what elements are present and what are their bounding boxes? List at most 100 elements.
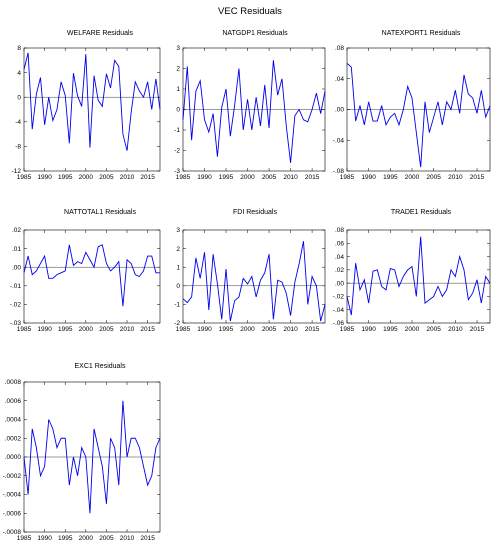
- y-tick-label: -.0002: [3, 473, 22, 480]
- x-tick-label: 1985: [17, 174, 32, 181]
- residuals-chart-2: NATGDP1 Residuals3210-1-2-31985199019952…: [174, 30, 325, 181]
- x-tick-label: 2015: [470, 326, 485, 333]
- y-tick-label: .02: [335, 267, 344, 274]
- chart-title: WELFARE Residuals: [67, 30, 134, 37]
- x-tick-label: 2015: [305, 174, 320, 181]
- x-tick-label: 1990: [37, 174, 52, 181]
- residuals-chart-3: NATEXPORT1 Residuals.08.04.00-.04-.08198…: [333, 30, 490, 181]
- y-tick-label: -.04: [333, 137, 345, 144]
- x-tick-label: 2000: [405, 326, 420, 333]
- x-tick-label: 2000: [79, 174, 94, 181]
- y-tick-label: .0006: [5, 398, 22, 405]
- residual-series-line: [347, 237, 490, 315]
- chart-title: NATTOTAL1 Residuals: [64, 209, 136, 216]
- residual-series-line: [183, 241, 325, 321]
- y-tick-label: .00: [12, 264, 21, 271]
- x-tick-label: 2015: [305, 326, 320, 333]
- y-tick-label: .0008: [5, 379, 22, 386]
- figure-title: VEC Residuals: [218, 6, 282, 17]
- residual-series-line: [24, 53, 160, 151]
- x-tick-label: 2010: [448, 174, 463, 181]
- x-tick-label: 1990: [361, 326, 376, 333]
- y-tick-label: -.0004: [3, 492, 22, 499]
- x-tick-label: 1995: [383, 326, 398, 333]
- x-tick-label: 1985: [176, 326, 191, 333]
- residuals-chart-6: TRADE1 Residuals.08.06.04.02.00-.02-.04-…: [333, 209, 490, 333]
- residuals-chart-1: WELFARE Residuals840-4-8-121985199019952…: [12, 30, 160, 181]
- y-tick-label: 2: [176, 246, 180, 253]
- x-tick-label: 2005: [262, 174, 277, 181]
- y-tick-label: -.04: [333, 307, 345, 314]
- x-tick-label: 1990: [361, 174, 376, 181]
- y-tick-label: -.0006: [3, 510, 22, 517]
- residuals-chart-7: EXC1 Residuals .0008 .0006 .0004 .0002 .0000 -…: [3, 363, 160, 542]
- y-tick-label: .01: [12, 246, 21, 253]
- y-tick-label: .04: [335, 76, 344, 83]
- chart-title: EXC1 Residuals: [75, 363, 126, 370]
- x-tick-label: 1990: [197, 326, 212, 333]
- y-tick-label: 1: [176, 264, 180, 271]
- x-tick-label: 2010: [283, 174, 298, 181]
- y-tick-label: -8: [15, 144, 21, 151]
- x-tick-label: 2000: [240, 326, 255, 333]
- x-tick-label: 1985: [340, 174, 355, 181]
- x-tick-label: 1995: [383, 174, 398, 181]
- x-tick-label: 2015: [140, 326, 155, 333]
- x-tick-label: 1985: [176, 174, 191, 181]
- y-tick-label: .08: [335, 45, 344, 52]
- y-tick-label: .02: [12, 227, 21, 234]
- x-tick-label: 2010: [120, 174, 135, 181]
- x-tick-label: 1995: [58, 535, 73, 542]
- chart-title: NATGDP1 Residuals: [222, 30, 288, 37]
- x-tick-label: 2010: [120, 535, 135, 542]
- residuals-chart-4: NATTOTAL1 Residuals.02.01.00-.01-.02-.03…: [10, 209, 160, 333]
- x-tick-label: 2005: [99, 535, 114, 542]
- y-tick-label: -1: [174, 302, 180, 309]
- x-tick-label: 1985: [340, 326, 355, 333]
- x-tick-label: 2000: [79, 326, 94, 333]
- y-tick-label: -.02: [10, 302, 22, 309]
- x-tick-label: 1985: [17, 326, 32, 333]
- x-tick-label: 2005: [99, 174, 114, 181]
- x-tick-label: 2000: [79, 535, 94, 542]
- x-tick-label: 2005: [426, 174, 441, 181]
- y-tick-label: .06: [335, 240, 344, 247]
- y-tick-label: -.02: [333, 294, 345, 301]
- y-tick-label: -1: [174, 127, 180, 134]
- y-tick-label: .00: [335, 107, 344, 114]
- x-tick-label: 2015: [140, 174, 155, 181]
- x-tick-label: 2015: [140, 535, 155, 542]
- y-tick-label: .00: [335, 280, 344, 287]
- x-tick-label: 1990: [197, 174, 212, 181]
- y-tick-label: .08: [335, 227, 344, 234]
- y-tick-label: 3: [176, 227, 180, 234]
- y-tick-label: -4: [15, 119, 21, 126]
- x-tick-label: 2005: [262, 326, 277, 333]
- x-tick-label: 2015: [470, 174, 485, 181]
- y-tick-label: 0: [17, 94, 21, 101]
- x-tick-label: 2010: [283, 326, 298, 333]
- y-tick-label: .0004: [5, 417, 22, 424]
- y-tick-label: 0: [176, 107, 180, 114]
- y-tick-label: 4: [17, 70, 21, 77]
- x-tick-label: 1995: [219, 326, 234, 333]
- y-tick-label: -2: [174, 148, 180, 155]
- y-tick-label: .04: [335, 254, 344, 261]
- y-tick-label: 1: [176, 86, 180, 93]
- y-tick-label: 0: [176, 283, 180, 290]
- x-tick-label: 1985: [17, 535, 32, 542]
- x-tick-label: 2000: [240, 174, 255, 181]
- x-tick-label: 2010: [448, 326, 463, 333]
- x-tick-label: 2000: [405, 174, 420, 181]
- y-tick-label: .0002: [5, 435, 22, 442]
- plot-frame: [347, 230, 490, 323]
- chart-title: TRADE1 Residuals: [391, 209, 452, 216]
- residuals-chart-5: FDI Residuals3210-1-21985199019952000200…: [174, 209, 325, 333]
- y-tick-label: 3: [176, 45, 180, 52]
- x-tick-label: 1995: [58, 326, 73, 333]
- x-tick-label: 1990: [37, 326, 52, 333]
- residual-series-line: [183, 60, 325, 163]
- y-tick-label: .0000: [5, 454, 22, 461]
- residual-series-line: [347, 63, 490, 167]
